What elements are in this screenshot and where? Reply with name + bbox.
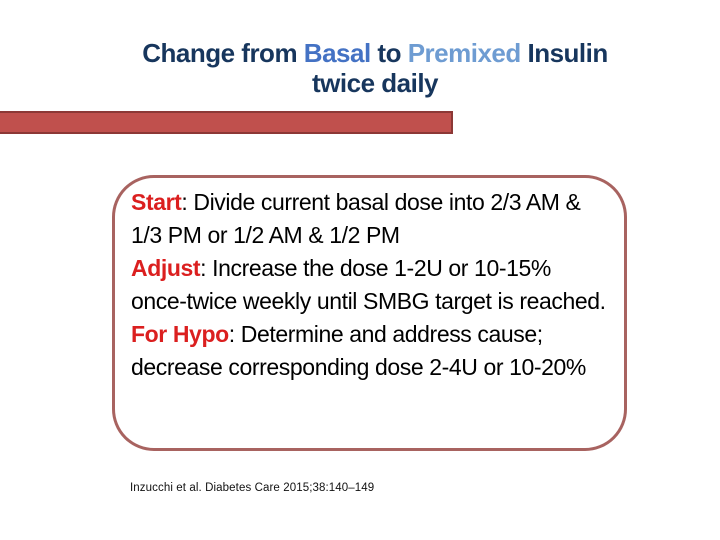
title-segment-to: to [370, 38, 408, 68]
callout-paragraph-adjust: Adjust: Increase the dose 1-2U or 10-15%… [131, 252, 610, 318]
callout-lead-adjust: Adjust [131, 255, 201, 281]
callout-body-adjust: : Increase the dose 1-2U or 10-15% once-… [131, 255, 606, 314]
callout-paragraph-start: Start: Divide current basal dose into 2/… [131, 186, 610, 252]
callout-paragraph-hypo: For Hypo: Determine and address cause; d… [131, 318, 610, 384]
title-segment-change-from: Change from [142, 38, 304, 68]
title-line2: twice daily [312, 68, 439, 98]
callout-lead-start: Start [131, 189, 182, 215]
title-segment-premixed: Premixed [407, 38, 522, 68]
title-segment-insulin: Insulin [520, 38, 608, 68]
red-divider-bar [0, 111, 453, 134]
slide-title: Change from Basal to Premixed Insulin tw… [50, 38, 700, 98]
instructions-callout-box: Start: Divide current basal dose into 2/… [112, 175, 627, 451]
callout-lead-hypo: For Hypo [131, 321, 229, 347]
callout-body-hypo: : Determine and address cause; decrease … [131, 321, 586, 380]
citation-text: Inzucchi et al. Diabetes Care 2015;38:14… [130, 482, 375, 494]
callout-body-start: : Divide current basal dose into 2/3 AM … [131, 189, 581, 248]
title-segment-basal: Basal [303, 38, 371, 68]
